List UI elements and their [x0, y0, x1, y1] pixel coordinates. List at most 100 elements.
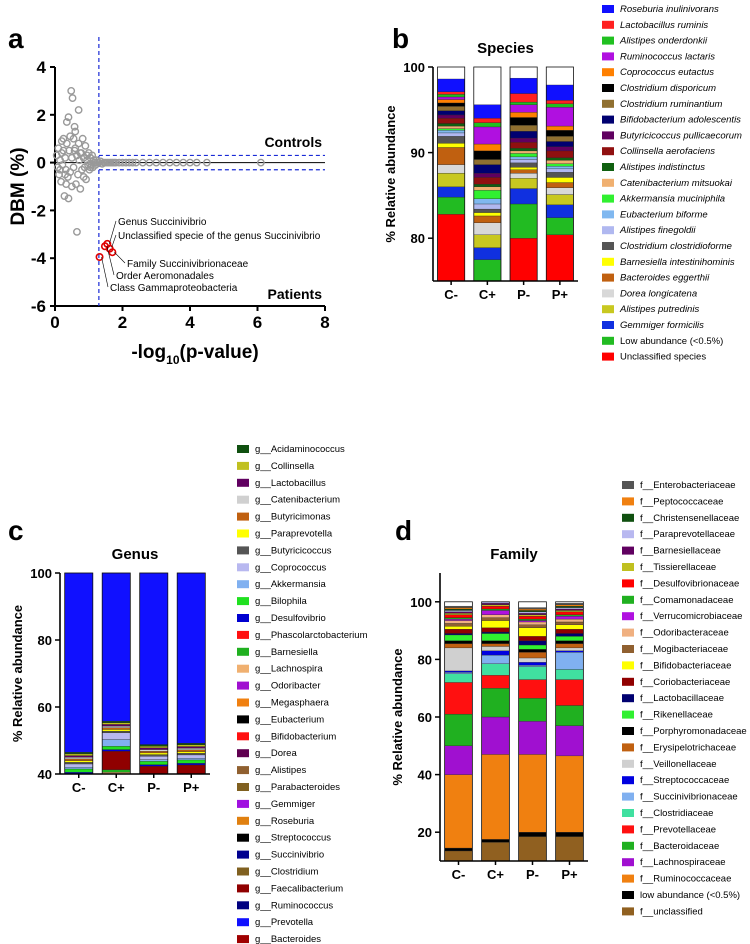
bar-segment	[64, 767, 93, 770]
bar-segment	[555, 608, 584, 611]
bar-segment	[518, 624, 547, 628]
legend-swatch	[237, 529, 249, 538]
legend-entry: Bifidobacterium adolescentis	[620, 115, 741, 126]
legend-swatch	[237, 512, 249, 521]
legend-entry: Lactobacillus ruminis	[620, 20, 708, 31]
y-tick-label: 60	[38, 700, 52, 715]
point	[128, 158, 137, 167]
bar-segment	[444, 634, 473, 641]
bar-segment	[444, 629, 473, 634]
bar-segment	[555, 669, 584, 680]
bar-segment	[509, 159, 538, 164]
legend-entry: Alistipes indistinctus	[619, 162, 705, 173]
legend-swatch	[237, 918, 249, 927]
legend-entry: g__Phascolarctobacterium	[255, 630, 368, 641]
bar-segment	[444, 623, 473, 627]
bar-segment	[509, 93, 538, 103]
bar-segment	[509, 238, 538, 282]
legend-swatch	[622, 759, 634, 768]
legend-entry: f__Prevotellaceae	[640, 824, 716, 835]
legend-entry: f__Porphyromonadaceae	[640, 726, 747, 737]
legend-swatch	[237, 664, 249, 673]
point	[60, 192, 69, 200]
legend-swatch	[602, 321, 614, 329]
annotation-label: Order Aeromonadales	[116, 271, 214, 282]
legend-entry: g__Desulfovibrio	[255, 613, 326, 624]
bar-segment	[555, 603, 584, 605]
bar-segment	[518, 832, 547, 837]
bar-segment	[509, 188, 538, 205]
bar-segment	[555, 643, 584, 649]
y-axis-label: % Relative abundance	[10, 605, 25, 742]
significant-point	[95, 253, 104, 262]
legend-swatch	[237, 461, 249, 470]
point	[192, 158, 201, 167]
bar-segment	[509, 112, 538, 118]
bar-segment	[509, 169, 538, 174]
bar-segment	[437, 214, 465, 282]
bar-segment	[102, 749, 131, 752]
bar-segment	[509, 150, 538, 154]
legend-entry: f__Rikenellaceae	[640, 710, 713, 721]
bar-segment	[437, 130, 465, 134]
bar-segment	[177, 759, 206, 764]
legend-entry: g__Paraprevotella	[255, 529, 333, 540]
legend-entry: g__Prevotella	[255, 917, 314, 928]
legend-entry: f__Odoribacteraceae	[640, 628, 729, 639]
point	[74, 106, 83, 114]
legend-swatch	[622, 825, 634, 834]
legend-swatch	[237, 630, 249, 639]
annotation-leader	[114, 252, 126, 264]
point	[82, 175, 90, 184]
bar-segment	[518, 652, 547, 659]
bar-segment	[473, 172, 502, 178]
legend-swatch	[622, 513, 634, 522]
x-tick-label: C-	[444, 287, 458, 302]
y-tick-label: 80	[418, 652, 432, 667]
legend-swatch	[622, 907, 634, 916]
legend-swatch	[237, 563, 249, 572]
bar-segment	[481, 688, 510, 718]
bar-segment	[102, 746, 131, 750]
x-axis-label: -log10(p-value)	[131, 342, 258, 367]
bar-segment	[102, 727, 131, 730]
bar-segment	[102, 732, 131, 740]
bar-segment	[102, 724, 131, 727]
point	[86, 163, 95, 172]
bar-segment	[177, 764, 206, 775]
x-axis-label-tail: (p-value)	[180, 342, 259, 363]
bar-segment	[139, 766, 168, 775]
bar-segment	[139, 747, 168, 750]
bar-segment	[546, 172, 574, 178]
legend-swatch	[602, 289, 614, 298]
bar-segment	[509, 148, 538, 152]
legend-entry: Gemmiger formicilis	[620, 320, 704, 331]
bar-segment	[555, 624, 584, 630]
bar-segment	[437, 99, 465, 104]
bar-segment	[437, 132, 465, 137]
bar-segment	[64, 755, 93, 758]
bar-segment	[509, 203, 538, 239]
bar-segment	[555, 679, 584, 706]
point	[61, 170, 70, 179]
point	[70, 122, 79, 131]
bar-segment	[473, 190, 502, 199]
point	[83, 151, 91, 160]
bar-segment	[64, 757, 93, 760]
bar-segment	[139, 744, 168, 747]
legend-entry: low abundance (<0.5%)	[640, 890, 740, 901]
legend-entry: f__Erysipelotrichaceae	[640, 742, 736, 753]
legend-entry: f__Succinivibrionaceae	[640, 792, 738, 803]
bar-segment	[444, 626, 473, 630]
legend-swatch	[237, 799, 249, 808]
legend-entry: Bacteroides eggerthii	[620, 273, 710, 284]
bar-segment	[481, 627, 510, 633]
legend-entry: Catenibacterium mitsuokai	[620, 178, 733, 189]
bar-segment	[444, 605, 473, 608]
x-tick-label: P+	[561, 867, 578, 882]
bar-segment	[444, 617, 473, 620]
bar-segment	[518, 698, 547, 722]
legend-entry: Clostridium clostridioforme	[620, 241, 732, 252]
legend-swatch	[622, 710, 634, 719]
